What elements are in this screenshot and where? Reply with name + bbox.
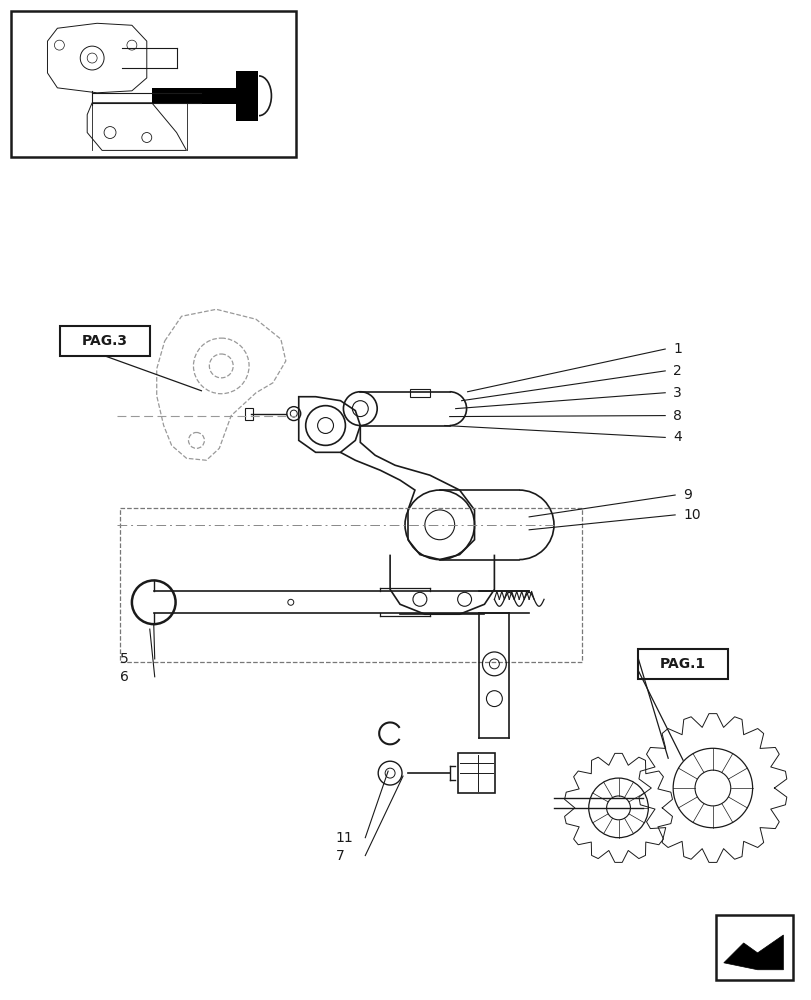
Bar [236,71,258,121]
Text: 1: 1 [672,342,681,356]
Bar [120,508,581,662]
Text: 9: 9 [682,488,691,502]
Text: 7: 7 [335,849,344,863]
Bar [60,326,149,356]
Text: 10: 10 [682,508,700,522]
Text: 6: 6 [120,670,129,684]
Text: 8: 8 [672,409,681,423]
Text: 5: 5 [120,652,129,666]
Text: PAG.3: PAG.3 [82,334,128,348]
Text: PAG.1: PAG.1 [659,657,706,671]
Text: 4: 4 [672,430,681,444]
Bar [245,408,253,420]
Bar [457,753,495,793]
Bar [637,649,727,679]
Bar [11,11,295,157]
Bar [410,389,429,397]
Bar [715,915,792,980]
Polygon shape [723,935,783,970]
Text: 11: 11 [335,831,353,845]
Text: 3: 3 [672,386,681,400]
Bar [152,88,251,104]
Text: 2: 2 [672,364,681,378]
